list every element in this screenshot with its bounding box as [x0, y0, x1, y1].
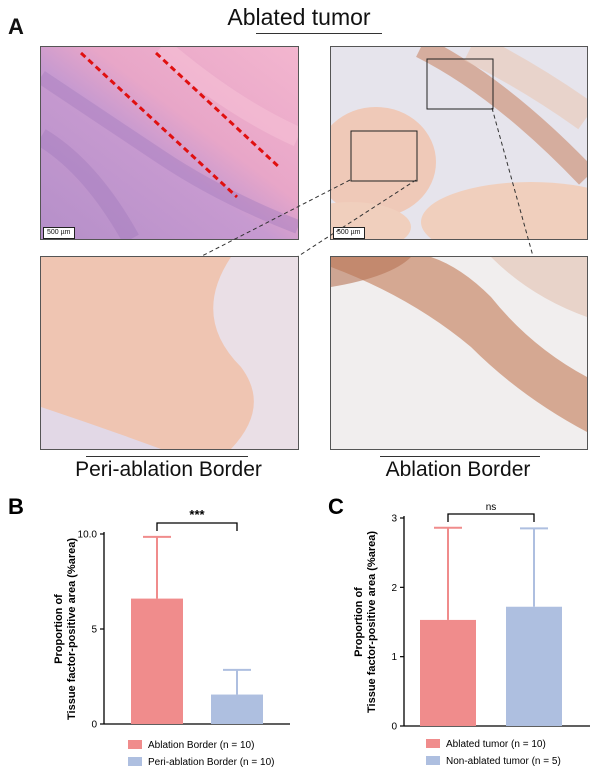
y-axis-label: Proportion ofTissue factor-positive area… — [53, 538, 78, 720]
caption-peri-ablation: Peri-ablation Border — [75, 458, 262, 481]
significance-label: *** — [189, 507, 205, 522]
panel-a-title: Ablated tumor — [227, 4, 371, 30]
y-tick-label: 2 — [391, 583, 397, 594]
legend-swatch — [128, 757, 142, 766]
legend-swatch — [426, 739, 440, 748]
legend-swatch — [128, 740, 142, 749]
y-axis-label-line2: Tissue factor-positive area (%area) — [66, 538, 78, 720]
y-tick-label: 3 — [391, 514, 397, 525]
scale-bar-left: 500 µm — [43, 227, 75, 239]
he-stain-image: 500 µm — [40, 46, 299, 240]
chart-c: C Proportion ofTissue factor-positive are… — [328, 494, 590, 767]
ablation-border-zoom-image — [330, 256, 588, 450]
caption-ablation-border: Ablation Border — [385, 458, 531, 481]
legend-label: Peri-ablation Border (n = 10) — [148, 757, 274, 768]
bar — [420, 619, 476, 726]
y-axis-label-line1: Proportion of — [53, 594, 65, 664]
panel-letter-a: A — [8, 14, 24, 39]
legend-label: Non-ablated tumor (n = 5) — [446, 756, 561, 767]
caption-right-underline — [380, 456, 540, 457]
caption-left-underline — [86, 456, 248, 457]
y-axis-label: Proportion ofTissue factor-positive area… — [353, 531, 378, 713]
bar — [131, 598, 183, 724]
legend-label: Ablated tumor (n = 10) — [446, 739, 546, 750]
significance-bracket — [156, 522, 238, 531]
significance-bracket — [447, 513, 535, 522]
ihc-stain-image: 500 µm — [330, 46, 588, 240]
title-underline — [256, 33, 382, 34]
panel-letter-c: C — [328, 494, 344, 519]
chart-b: B Proportion ofTissue factor-positive are… — [8, 494, 290, 768]
panel-letter-b: B — [8, 494, 24, 519]
significance-label: ns — [486, 502, 497, 513]
y-tick-label: 0 — [91, 720, 97, 731]
scale-bar-right: 500 µm — [333, 227, 365, 239]
y-tick-label: 0 — [391, 722, 397, 733]
bar — [211, 694, 263, 724]
y-tick-label: 5 — [91, 625, 97, 636]
bar — [506, 606, 562, 726]
legend-label: Ablation Border (n = 10) — [148, 740, 254, 751]
legend-swatch — [426, 756, 440, 765]
y-axis-label-line1: Proportion of — [353, 587, 365, 657]
y-tick-label: 10.0 — [78, 530, 98, 541]
y-tick-label: 1 — [391, 652, 397, 663]
peri-ablation-zoom-image — [40, 256, 299, 450]
y-axis-label-line2: Tissue factor-positive area (%area) — [366, 531, 378, 713]
